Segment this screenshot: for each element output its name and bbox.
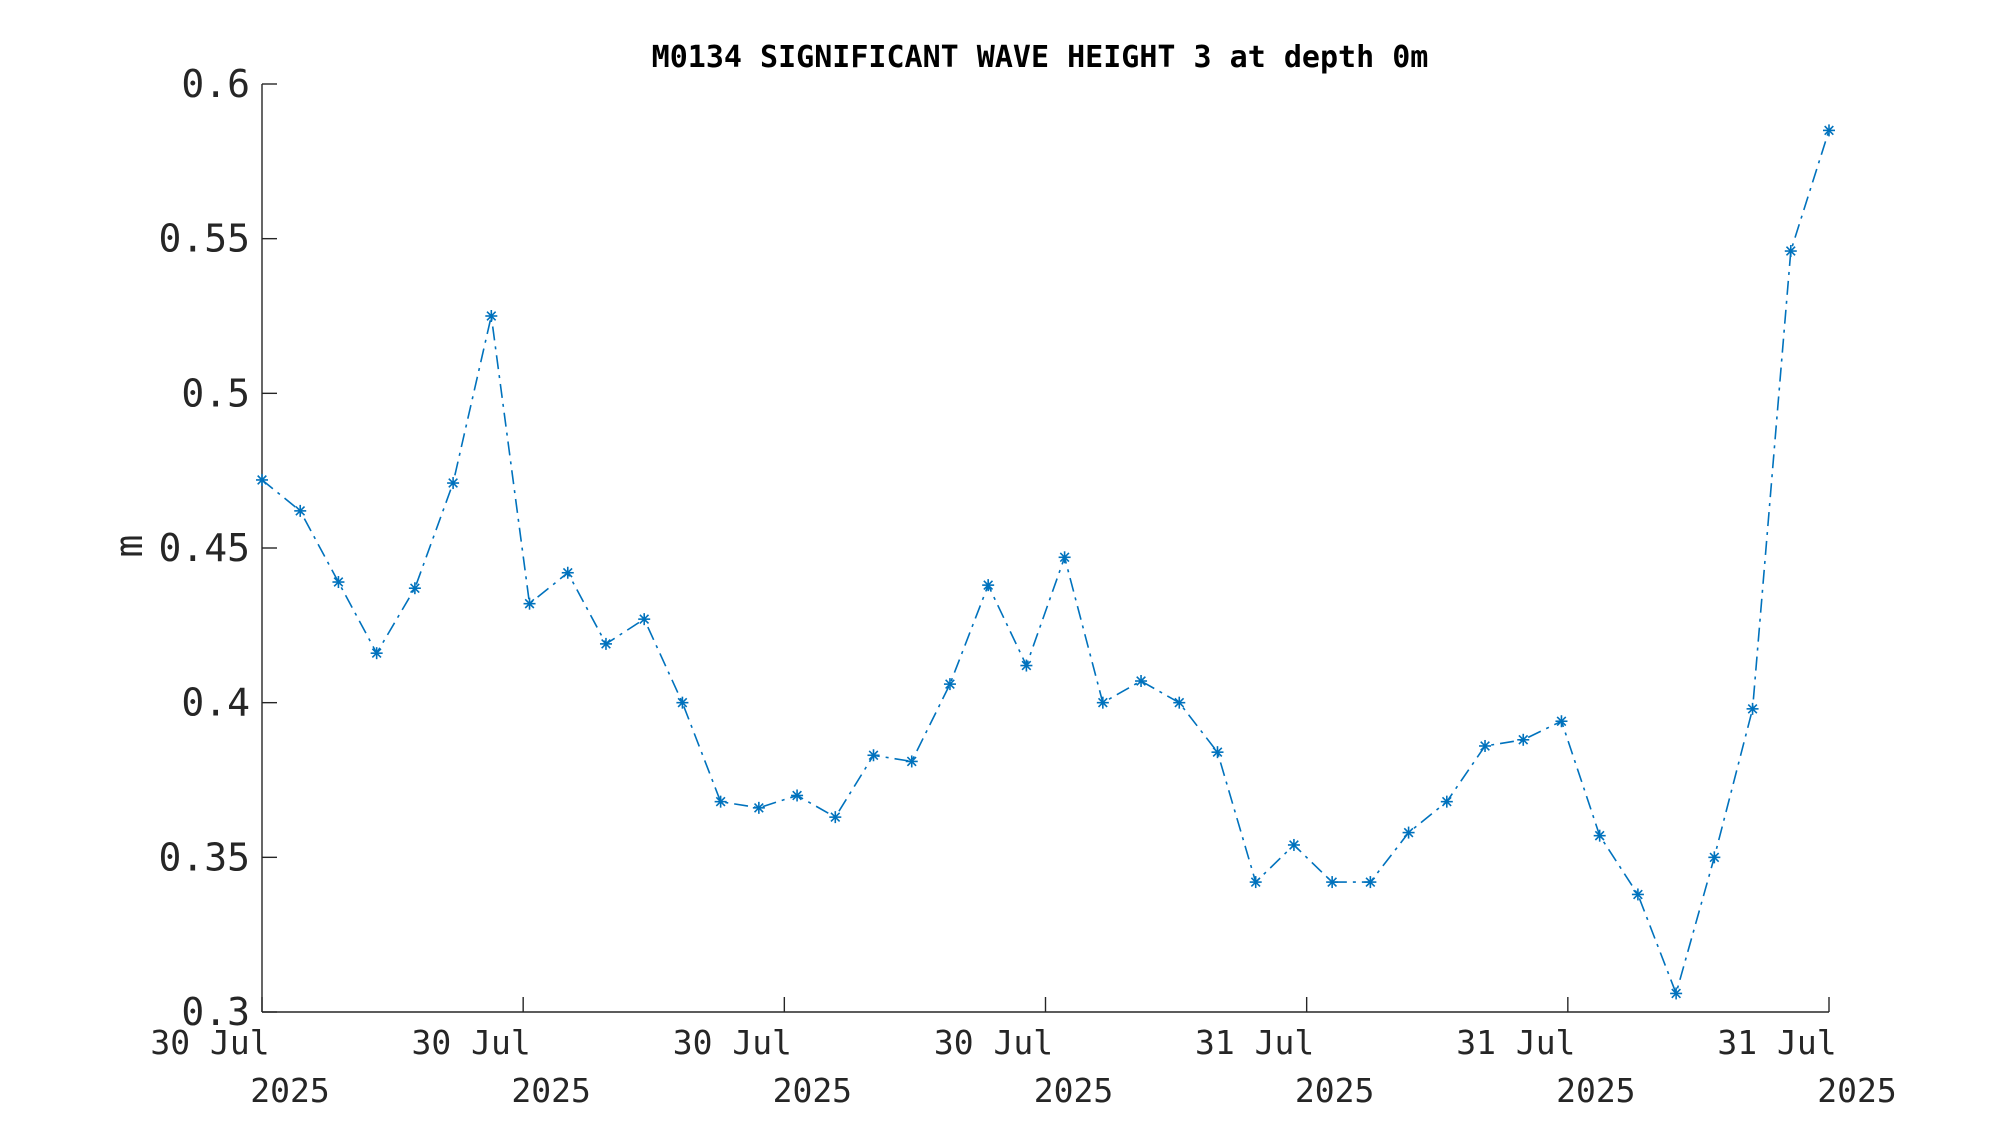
data-point xyxy=(408,582,421,595)
data-point xyxy=(1593,829,1606,842)
data-point xyxy=(752,801,765,814)
data-point xyxy=(1364,876,1377,889)
series-line xyxy=(261,130,1830,996)
data-point xyxy=(485,310,498,322)
data-point xyxy=(1058,551,1071,564)
data-point xyxy=(676,696,689,709)
x-tick-label: 31 Jul 2025 xyxy=(1195,1023,1374,1110)
data-point xyxy=(1555,715,1568,728)
x-tick-label: 30 Jul 2025 xyxy=(673,1023,852,1110)
x-tick-label: 31 Jul 2025 xyxy=(1456,1023,1635,1110)
x-tick-label-year: 2025 xyxy=(1295,1071,1374,1110)
data-point xyxy=(1096,696,1109,709)
x-tick-label-year: 2025 xyxy=(250,1071,329,1110)
data-point xyxy=(1440,795,1453,808)
data-point xyxy=(943,678,956,691)
y-tick-label: 0.5 xyxy=(181,371,250,415)
data-point xyxy=(1670,987,1683,1000)
x-tick-label: 31 Jul 2025 xyxy=(1717,1023,1896,1110)
data-point xyxy=(599,637,612,650)
data-point xyxy=(1211,746,1224,759)
x-tick-label-date: 31 Jul xyxy=(1717,1023,1836,1062)
data-point xyxy=(1402,826,1415,839)
data-point xyxy=(1135,675,1148,688)
data-point xyxy=(1784,245,1797,258)
x-tick-label: 30 Jul 2025 xyxy=(412,1023,591,1110)
data-point xyxy=(1479,739,1492,752)
x-tick-label-date: 30 Jul xyxy=(673,1023,792,1062)
data-point xyxy=(370,647,383,660)
x-tick-label: 30 Jul 2025 xyxy=(934,1023,1113,1110)
x-tick-label-year: 2025 xyxy=(1817,1071,1896,1110)
x-tick-label-date: 31 Jul xyxy=(1456,1023,1575,1062)
data-point xyxy=(523,597,536,610)
y-tick-label: 0.45 xyxy=(158,526,250,570)
data-point xyxy=(1249,876,1262,889)
data-point xyxy=(638,613,651,626)
data-point xyxy=(829,811,842,824)
data-point xyxy=(1708,851,1721,864)
data-point xyxy=(982,579,995,592)
data-point xyxy=(561,566,574,579)
data-point xyxy=(1631,888,1644,901)
x-tick-label-year: 2025 xyxy=(1556,1071,1635,1110)
x-tick-label-date: 30 Jul xyxy=(934,1023,1053,1062)
y-tick-label: 0.35 xyxy=(158,835,250,879)
y-tick-label: 0.4 xyxy=(181,681,250,725)
x-tick-label-date: 30 Jul xyxy=(150,1023,269,1062)
data-point xyxy=(332,576,345,589)
x-tick-label-year: 2025 xyxy=(773,1071,852,1110)
data-point xyxy=(1020,659,1033,672)
data-point xyxy=(447,477,460,490)
x-axis-ticks: 30 Jul 2025 30 Jul 2025 30 Jul 2025 30 Jul 2025… xyxy=(150,997,1897,1110)
data-series xyxy=(256,124,1835,1000)
y-axis-label: m xyxy=(107,535,151,558)
data-point xyxy=(1287,838,1300,851)
axes xyxy=(261,84,1829,1013)
y-tick-label: 0.6 xyxy=(181,62,250,106)
y-axis-ticks: 0.3 0.35 0.4 0.45 0.5 0.55 0.6 xyxy=(158,62,277,1034)
x-tick-label-year: 2025 xyxy=(1034,1071,1113,1110)
x-tick-label: 30 Jul 2025 xyxy=(150,1023,329,1110)
data-point xyxy=(1326,876,1339,889)
y-tick-label: 0.3 xyxy=(181,990,250,1034)
y-tick-label: 0.55 xyxy=(158,217,250,261)
data-point xyxy=(867,749,880,762)
data-point xyxy=(791,789,804,802)
data-point xyxy=(1173,696,1186,709)
x-tick-label-date: 30 Jul xyxy=(412,1023,531,1062)
data-point xyxy=(714,795,727,808)
data-point xyxy=(294,504,307,517)
x-tick-label-year: 2025 xyxy=(511,1071,590,1110)
data-point xyxy=(905,755,918,768)
data-point xyxy=(1823,124,1835,137)
x-tick-label-date: 31 Jul xyxy=(1195,1023,1314,1062)
data-point xyxy=(1746,702,1759,715)
data-point xyxy=(256,473,268,486)
chart-title: M0134 SIGNIFICANT WAVE HEIGHT 3 at depth… xyxy=(652,40,1429,75)
data-point xyxy=(1517,733,1530,746)
